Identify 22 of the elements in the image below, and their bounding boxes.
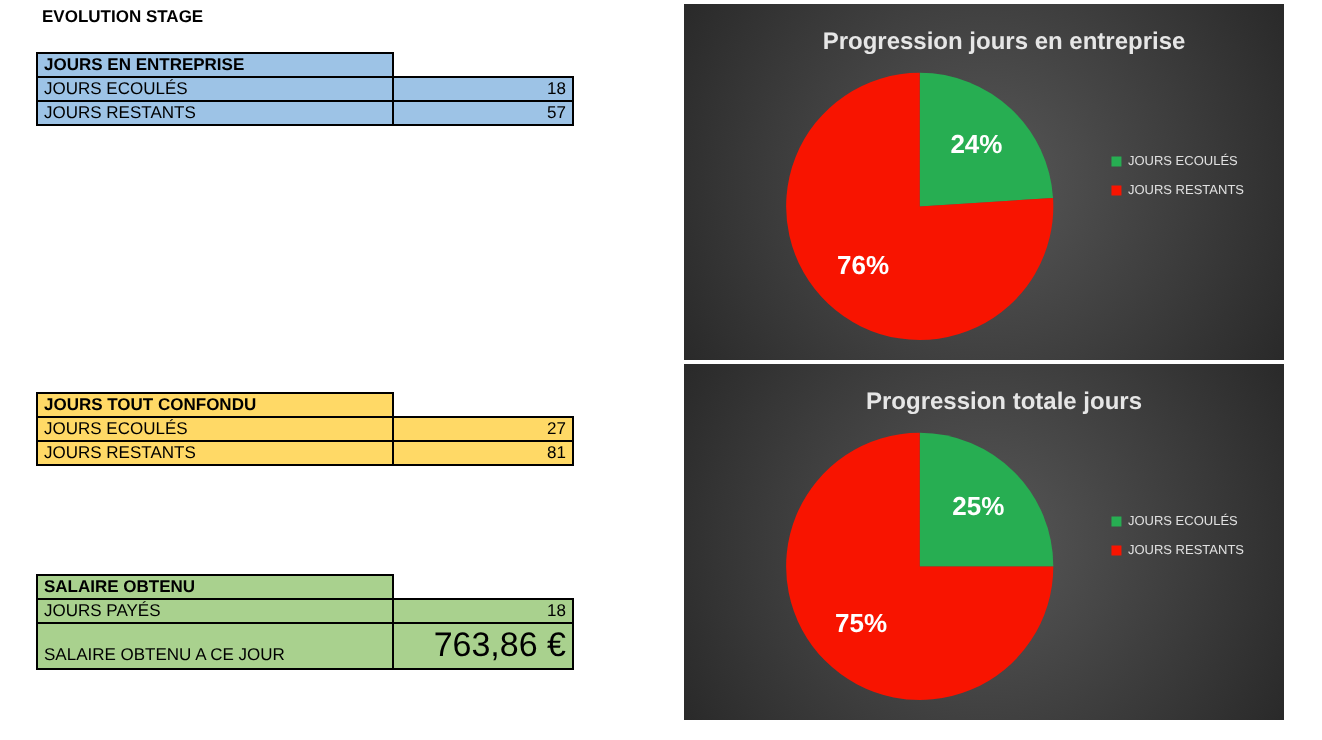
data-label: 25% [952, 490, 1006, 521]
text: JOURS EN ENTREPRISE [44, 54, 245, 75]
text: 763,86 € [433, 626, 566, 664]
text: JOURS RESTANTS [44, 442, 196, 463]
text: SALAIRE OBTENU [44, 576, 196, 597]
text: JOURS RESTANTS [44, 102, 196, 123]
text: 81 [547, 442, 566, 463]
text: 57 [547, 102, 566, 123]
text: EVOLUTION STAGE [42, 6, 204, 26]
text: JOURS PAYÉS [44, 600, 161, 621]
chart-title: Progression jours en entreprise [822, 27, 1187, 56]
data-label: 24% [950, 129, 1004, 160]
text: 18 [547, 78, 566, 99]
text: SALAIRE OBTENU A CE JOUR [44, 643, 285, 663]
text: 18 [547, 600, 566, 621]
data-label: 75% [835, 608, 889, 639]
text: 27 [547, 418, 566, 439]
text: JOURS ECOULÉS [44, 78, 188, 99]
text: JOURS TOUT CONFONDU [44, 394, 257, 415]
chart-title: Progression totale jours [865, 387, 1143, 416]
data-label: 76% [836, 249, 890, 280]
text: JOURS ECOULÉS [44, 418, 188, 439]
